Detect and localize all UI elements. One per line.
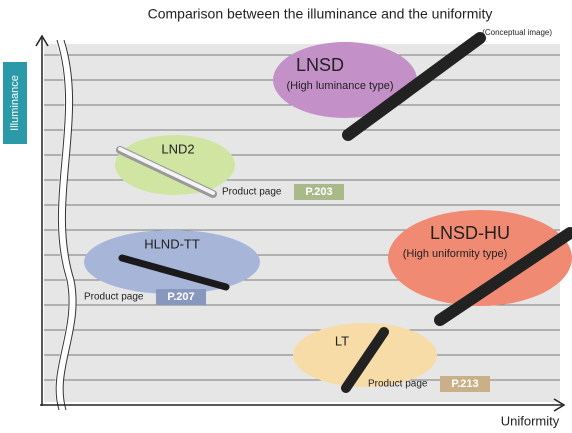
page-number[interactable]: P.213 [451, 378, 478, 390]
product-link[interactable]: Product page P.207 [84, 289, 206, 305]
lnd2-bar-face [118, 147, 215, 195]
title: Comparison between the illuminance and t… [148, 6, 493, 22]
link-text[interactable]: Product page [84, 292, 144, 303]
item-label: LNSD [296, 55, 344, 75]
item-sublabel: (High uniformity type) [403, 248, 508, 260]
y-label-box [3, 62, 27, 144]
link-text[interactable]: Product page [222, 187, 282, 198]
y-arrow [35, 34, 49, 47]
page-number[interactable]: P.203 [305, 186, 332, 198]
hlnd-ellipse [84, 230, 260, 294]
item-label: HLND-TT [144, 236, 200, 251]
page-badge[interactable] [156, 289, 206, 305]
hlnd-bar [118, 254, 230, 291]
lnd2-ellipse [115, 135, 235, 195]
item-label: LNSD-HU [430, 223, 510, 243]
axis-break-lines [55, 39, 77, 411]
lnsd-hu-bar [434, 227, 572, 326]
lt-bar [341, 327, 389, 393]
item-label: LND2 [161, 141, 194, 156]
y-axis-label: Illuminance [9, 75, 21, 131]
link-text[interactable]: Product page [368, 379, 428, 390]
x-arrow [553, 398, 566, 412]
page-badge[interactable] [294, 184, 344, 200]
item-sublabel: (High luminance type) [287, 80, 394, 92]
x-axis-label: Uniformity [501, 413, 560, 428]
note: (Conceptual image) [482, 28, 552, 37]
lnsd-ellipse [273, 42, 417, 118]
page-badge[interactable] [440, 376, 490, 392]
lnsd-bar [342, 32, 486, 141]
item-label: LT [335, 333, 349, 348]
product-link[interactable]: Product page P.203 [222, 184, 344, 200]
lnsd-hu-ellipse [388, 210, 572, 306]
axis-break [55, 38, 77, 412]
product-link[interactable]: Product page P.213 [368, 376, 490, 392]
page-number[interactable]: P.207 [167, 291, 194, 303]
